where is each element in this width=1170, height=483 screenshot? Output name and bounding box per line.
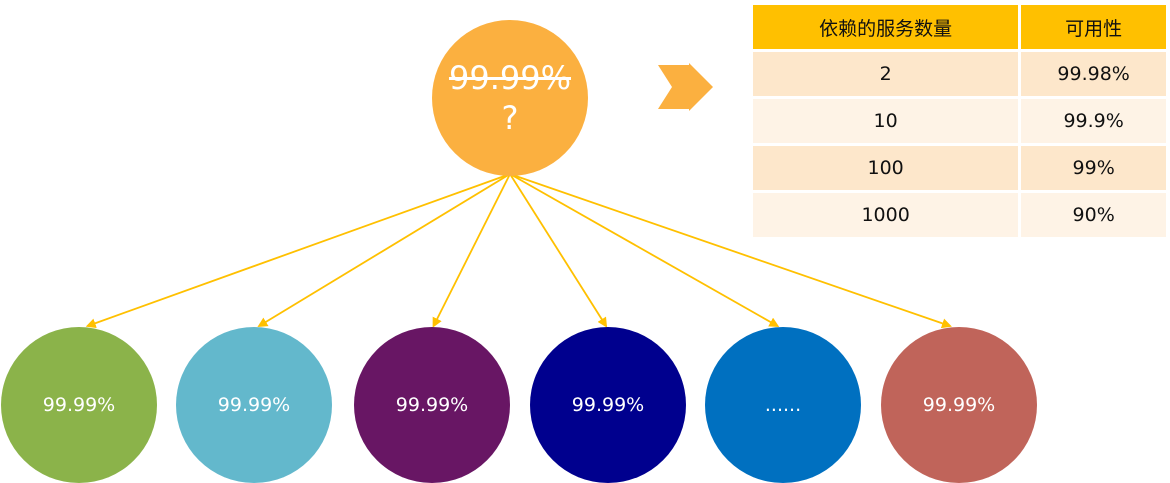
top-service-node: 99.99% ? <box>432 20 588 176</box>
dependency-arrow <box>85 173 511 328</box>
cell: 1000 <box>753 193 1022 237</box>
old-availability: 99.99% <box>448 59 571 97</box>
dependency-arrow <box>432 173 511 328</box>
cell: 99% <box>1021 146 1166 190</box>
table-row: 2 99.98% <box>753 52 1166 96</box>
cell: 90% <box>1021 193 1166 237</box>
header-count: 依赖的服务数量 <box>753 5 1022 49</box>
dependency-service-node: 99.99% <box>881 327 1037 483</box>
dependency-availability: ...... <box>764 394 802 416</box>
dependency-availability: 99.99% <box>217 394 291 416</box>
cell: 2 <box>753 52 1022 96</box>
dependency-service-node: 99.99% <box>530 327 686 483</box>
cell: 10 <box>753 99 1022 143</box>
table-row: 10 99.9% <box>753 99 1166 143</box>
table-row: 100 99% <box>753 146 1166 190</box>
dependency-service-node: ...... <box>705 327 861 483</box>
dependency-arrow <box>509 173 780 327</box>
dependency-availability: 99.99% <box>42 394 116 416</box>
table-row: 1000 90% <box>753 193 1166 237</box>
right-chevron-arrow-icon <box>658 63 713 111</box>
header-availability: 可用性 <box>1021 5 1166 49</box>
dependency-arrow <box>509 173 608 328</box>
dependency-service-node: 99.99% <box>354 327 510 483</box>
cell: 99.9% <box>1021 99 1166 143</box>
dependency-availability: 99.99% <box>922 394 996 416</box>
dependency-availability: 99.99% <box>571 394 645 416</box>
cell: 100 <box>753 146 1022 190</box>
dependency-arrow <box>509 173 952 329</box>
unknown-availability: ? <box>501 99 519 137</box>
dependency-availability: 99.99% <box>395 394 469 416</box>
dependency-service-node: 99.99% <box>176 327 332 483</box>
dependency-arrow <box>257 173 511 328</box>
availability-table: 依赖的服务数量 可用性 2 99.98% 10 99.9% 100 99% 1000 90… <box>753 2 1166 240</box>
dependency-service-node: 99.99% <box>1 327 157 483</box>
cell: 99.98% <box>1021 52 1166 96</box>
